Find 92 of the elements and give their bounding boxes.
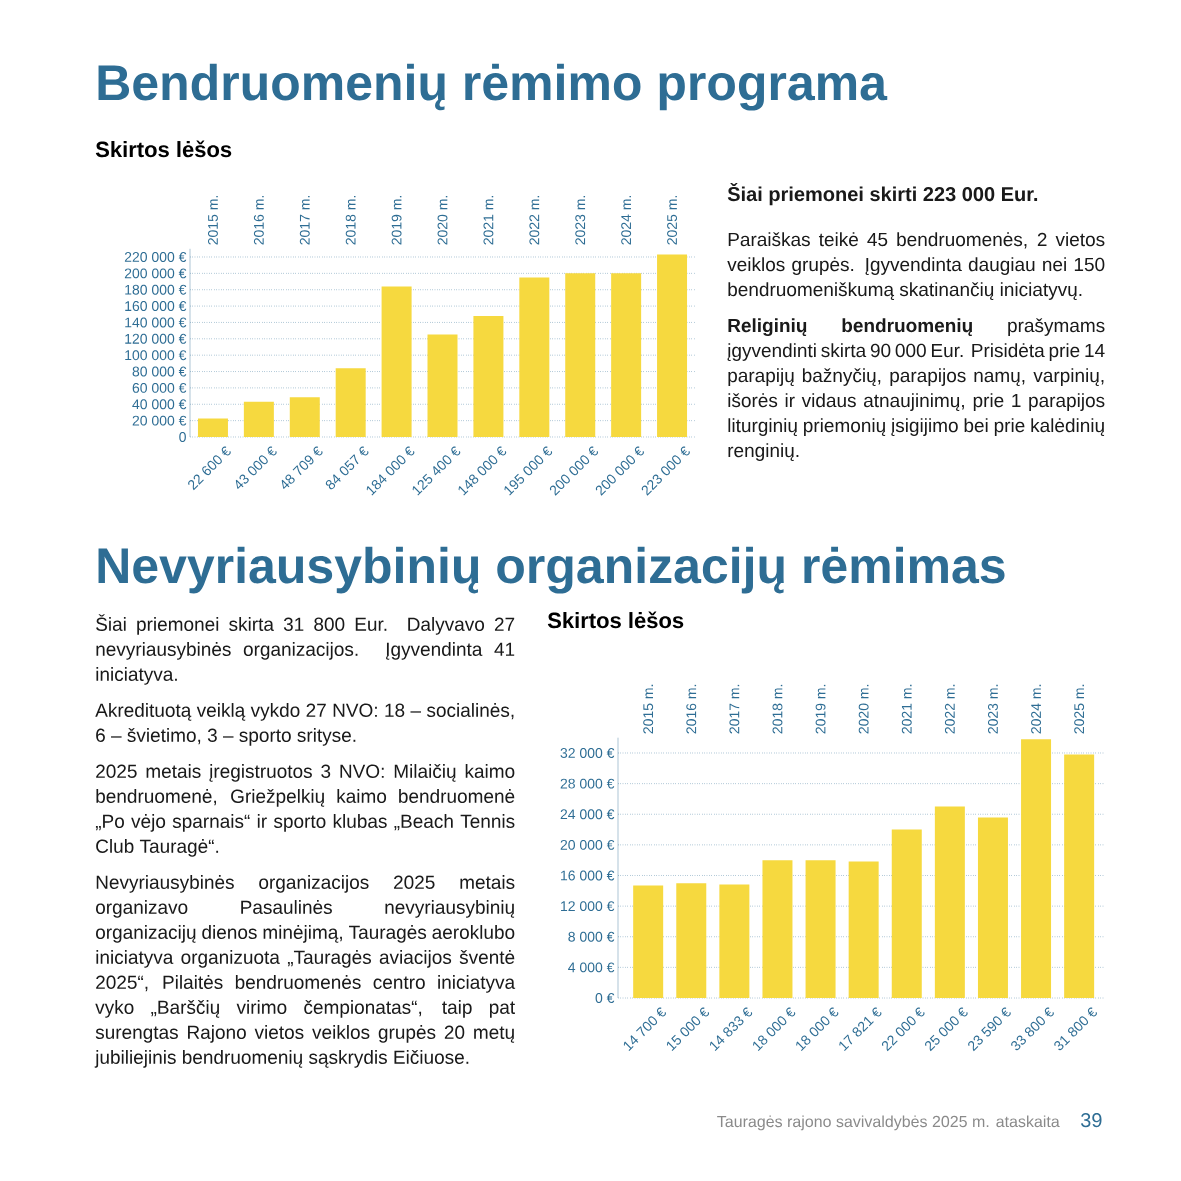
text: Šiai priemonei skirti 223 000 Eur. — [727, 183, 1038, 206]
text: Religinių bendruomenių prašymams įgyvendinti skirta 90 000 Eur. Prisidėta prie 14 parapijų bažnyčių, parapijos namų, varpinių, išorės ir vidaus atnaujinimų, prie 1 parapijos liturginių priemonių įsigijimo bei prie kalėdinių renginių. — [727, 318, 1105, 461]
y-tick-label: 180 000 € — [125, 284, 187, 295]
x-tick-label: 2018 m. — [772, 684, 783, 734]
y-tick-label: 28 000 € — [560, 778, 615, 789]
bar — [197, 418, 228, 437]
chart-title: Skirtos lėšos — [547, 611, 684, 629]
x-tick-label: 2021 m. — [901, 684, 912, 734]
bar — [565, 273, 596, 437]
data-label: 22 600 € — [188, 446, 231, 491]
bar — [335, 368, 366, 437]
y-tick-label: 100 000 € — [125, 350, 187, 361]
y-tick-label: 200 000 € — [124, 268, 187, 279]
x-tick-label: 2017 m. — [299, 195, 310, 245]
data-label: 18 000 € — [753, 1007, 796, 1051]
x-tick-label: 2018 m. — [345, 195, 356, 245]
data-label: 48 709 € — [281, 446, 323, 489]
chart-subtitle: Skirtos lėšos — [95, 140, 232, 158]
data-label: 43 000 € — [235, 446, 277, 489]
text: Tauragės rajono savivaldybės 2025 m. ataskaita — [717, 1115, 1060, 1131]
data-label: 23 590 € — [968, 1007, 1011, 1052]
data-label: 33 800 € — [1011, 1007, 1054, 1051]
bar — [719, 884, 750, 998]
bar — [676, 883, 707, 998]
bar — [977, 817, 1008, 998]
x-tick-label: 2025 m. — [1074, 684, 1085, 734]
bar — [934, 806, 965, 998]
y-tick-label: 140 000 € — [125, 317, 187, 328]
bar — [1021, 739, 1052, 998]
x-tick-label: 2024 m. — [1031, 684, 1042, 734]
y-tick-label: 32 000 € — [560, 748, 615, 758]
x-tick-label: 2020 m. — [858, 684, 869, 734]
y-tick-label: 120 000 € — [125, 333, 187, 344]
x-tick-label: 2025 m. — [667, 195, 678, 245]
bar — [243, 401, 274, 437]
text: Šiai priemonei skirta 31 800 Eur. Dalyvavo 27 nevyriausybinės organizacijos. Įgyvendinta 41 iniciatyva. — [96, 614, 515, 685]
bar — [633, 885, 664, 998]
y-tick-label: 20 000 € — [560, 839, 615, 850]
y-tick-label: 60 000 € — [132, 382, 187, 393]
x-tick-label: 2020 m. — [437, 195, 448, 245]
y-tick-label: 8 000 € — [568, 931, 615, 942]
bar — [611, 273, 642, 437]
x-tick-label: 2021 m. — [483, 195, 494, 245]
bar — [519, 277, 550, 437]
data-label: 25 000 € — [925, 1007, 968, 1052]
x-tick-label: 2022 m. — [944, 684, 955, 734]
chart-title: Bendruomenių rėmimo programa — [98, 63, 888, 111]
bar — [848, 861, 879, 998]
data-label: 14 700 € — [623, 1007, 666, 1051]
x-tick-label: 2024 m. — [621, 195, 632, 245]
bar — [762, 860, 793, 998]
y-tick-label: 160 000 € — [125, 301, 187, 312]
text: 39 — [1080, 1113, 1102, 1128]
x-tick-label: 2023 m. — [987, 684, 998, 734]
data-label: 31 800 € — [1054, 1007, 1097, 1051]
bar — [289, 397, 320, 437]
text: Nevyriausybinės organizacijos 2025 metais organizavo Pasaulinės nevyriausybinių organizacijų dienos minėjimą, Tauragės aeroklubo iniciatyva organizuota „Tauragės aviacijos šventė 2025“, Pilaitės bendruomenės centro iniciatyva vyko „Barščių virimo čempionatas“, taip pat surengtas Rajono vietos veiklos grupės 20 metų jubiliejinis bendruomenių sąskrydis Eičiuose. — [94, 875, 516, 1068]
text: Akredituotą veiklą vykdo 27 NVO: 18 – socialinės, 6 – švietimo, 3 – sporto srityse. — [95, 703, 514, 746]
x-tick-label: 2022 m. — [529, 195, 540, 245]
x-tick-label: 2023 m. — [575, 195, 586, 245]
y-tick-label: 0 € — [595, 993, 615, 1003]
bar — [657, 254, 688, 437]
y-tick-label: 12 000 € — [561, 901, 615, 912]
text: Nevyriausybinių organizacijų rėmimas — [98, 546, 1005, 594]
data-label: 15 000 € — [666, 1007, 710, 1051]
y-tick-label: 0 — [179, 432, 186, 442]
bar — [891, 829, 922, 998]
bar — [805, 860, 836, 998]
bar — [1064, 754, 1095, 998]
bar — [381, 286, 412, 437]
y-tick-label: 24 000 € — [560, 809, 615, 820]
x-tick-label: 2019 m. — [391, 195, 402, 245]
x-tick-label: 2015 m. — [643, 684, 654, 734]
x-tick-label: 2017 m. — [729, 684, 740, 734]
y-tick-label: 16 000 € — [561, 870, 615, 881]
data-label: 17 821 € — [839, 1007, 882, 1051]
bar — [473, 315, 504, 437]
text: Paraiškas teikė 45 bendruomenės, 2 vietos veiklos grupės. Įgyvendinta daugiau nei 150 bendruomeniškumą skatinančių iniciatyvų. — [727, 232, 1105, 300]
data-label: 18 000 € — [796, 1007, 839, 1051]
text: 2025 metais įregistruotos 3 NVO: Milaičių kaimo bendruomenė, Griežpelkių kaimo bendruomenė „Po vėjo sparnais“ ir sporto klubas „Beach Tennis Club Tauragė“. — [95, 763, 515, 857]
x-tick-label: 2016 m. — [253, 195, 264, 245]
data-label: 14 833 € — [710, 1007, 753, 1051]
bar — [427, 334, 458, 437]
x-tick-label: 2015 m. — [207, 195, 218, 245]
y-tick-label: 20 000 € — [132, 415, 187, 426]
y-tick-label: 4 000 € — [568, 962, 615, 973]
y-tick-label: 220 000 € — [124, 252, 187, 262]
x-tick-label: 2016 m. — [686, 684, 697, 734]
y-tick-label: 40 000 € — [132, 399, 187, 410]
x-tick-label: 2019 m. — [815, 684, 826, 734]
data-label: 22 000 € — [881, 1007, 925, 1052]
y-tick-label: 80 000 € — [132, 366, 187, 377]
